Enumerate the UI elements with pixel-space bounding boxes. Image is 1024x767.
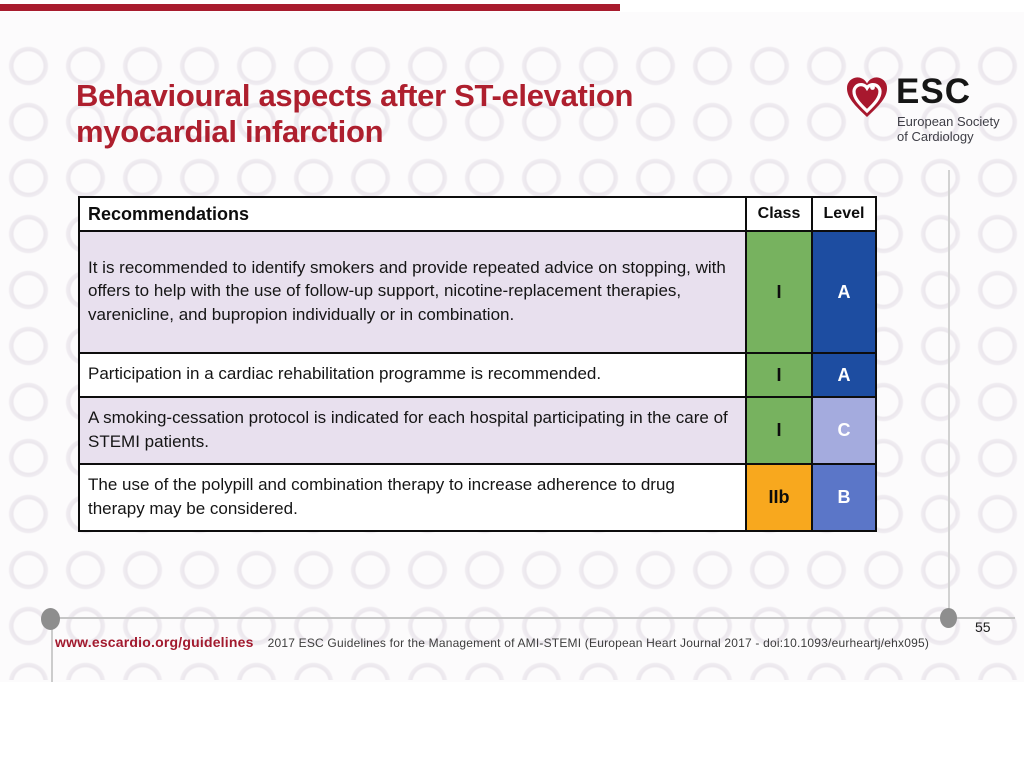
page-title-line1: Behavioural aspects after ST-elevation <box>76 78 634 113</box>
esc-logo-acronym: ESC <box>896 72 971 111</box>
class-badge: I <box>745 230 813 354</box>
page-title-line2: myocardial infarction <box>76 113 384 149</box>
table-header-row: Recommendations Class Level <box>78 196 877 232</box>
table-row: Participation in a cardiac rehabilitatio… <box>78 352 877 398</box>
citation-text: 2017 ESC Guidelines for the Management o… <box>267 636 930 650</box>
esc-logo-name: European Society of Cardiology <box>897 114 1000 145</box>
recommendation-text: The use of the polypill and combination … <box>78 463 747 532</box>
divider-endpoint-dot-right <box>940 608 957 628</box>
header-level: Level <box>811 196 877 232</box>
right-guide-line <box>948 170 950 618</box>
slide-footer: www.escardio.org/guidelines 2017 ESC Guid… <box>55 634 995 652</box>
recommendation-text: Participation in a cardiac rehabilitatio… <box>78 352 747 398</box>
recommendation-text: A smoking-cessation protocol is indicate… <box>78 396 747 465</box>
class-badge: I <box>745 352 813 398</box>
recommendation-text: It is recommended to identify smokers an… <box>78 230 747 354</box>
table-row: It is recommended to identify smokers an… <box>78 230 877 354</box>
divider-endpoint-dot-left <box>41 608 60 630</box>
table-row: A smoking-cessation protocol is indicate… <box>78 396 877 465</box>
escardio-guidelines-link[interactable]: www.escardio.org/guidelines <box>55 634 254 650</box>
header-class: Class <box>745 196 813 232</box>
level-badge: B <box>811 463 877 532</box>
red-accent-bar <box>0 4 620 11</box>
level-badge: A <box>811 352 877 398</box>
table-row: The use of the polypill and combination … <box>78 463 877 532</box>
page-number: 55 <box>975 619 991 635</box>
class-badge: I <box>745 396 813 465</box>
left-guide-line <box>51 626 53 682</box>
level-badge: A <box>811 230 877 354</box>
esc-logo-name-line1: European Society <box>897 114 1000 129</box>
level-badge: C <box>811 396 877 465</box>
page-title: Behavioural aspects after ST-elevation m… <box>76 78 776 150</box>
esc-heart-icon <box>846 77 888 117</box>
esc-logo-name-line2: of Cardiology <box>897 129 974 145</box>
recommendations-table: Recommendations Class Level It is recomm… <box>78 196 877 532</box>
footer-divider-line <box>50 617 1015 619</box>
header-recommendations: Recommendations <box>78 196 747 232</box>
class-badge: IIb <box>745 463 813 532</box>
